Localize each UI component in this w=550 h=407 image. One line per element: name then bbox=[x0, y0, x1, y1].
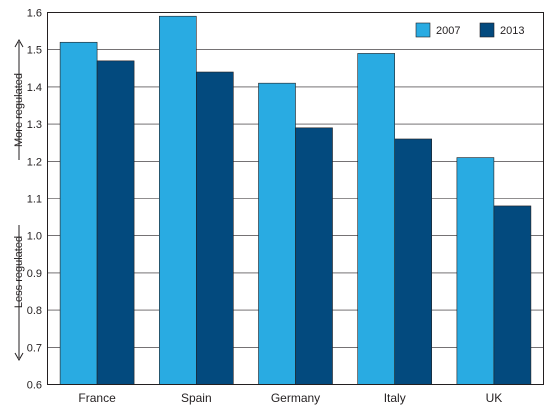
bar-spain-2013 bbox=[196, 71, 234, 385]
x-category-label: France bbox=[78, 391, 116, 405]
legend-label-2007: 2007 bbox=[436, 25, 460, 37]
bar-france-2013 bbox=[96, 60, 135, 385]
bar-spain-2007 bbox=[159, 15, 197, 385]
bar-italy-2007 bbox=[357, 53, 396, 385]
legend-swatch-2007 bbox=[415, 22, 431, 38]
y-tick-label: 0.8 bbox=[27, 305, 42, 317]
y-axis-ticks: 0.6 0.7 0.8 0.9 1.0 1.1 1.2 1.3 1.4 1.5 1.6 bbox=[27, 8, 42, 392]
y-tick-label: 1.1 bbox=[27, 194, 42, 206]
y-tick-label: 0.9 bbox=[27, 268, 42, 280]
y-tick-label: 0.7 bbox=[27, 342, 42, 354]
bar-uk-2007 bbox=[456, 157, 495, 385]
x-axis-categories: France Spain Germany Italy UK bbox=[78, 391, 502, 405]
x-category-label: UK bbox=[486, 391, 503, 405]
legend-swatch-2013 bbox=[479, 22, 495, 38]
y-tick-label: 0.6 bbox=[27, 380, 42, 392]
x-category-label: Italy bbox=[384, 391, 406, 405]
bar-germany-2007 bbox=[258, 82, 296, 385]
bars bbox=[59, 15, 532, 385]
y-tick-label: 1.0 bbox=[27, 231, 42, 243]
down-arrow-head-icon bbox=[14, 352, 24, 362]
y-tick-label: 1.2 bbox=[27, 156, 42, 168]
up-arrow-head-icon bbox=[14, 38, 24, 48]
bar-uk-2013 bbox=[493, 205, 532, 385]
x-category-label: Spain bbox=[181, 391, 212, 405]
y-axis-annotation: More regulated Less regulated bbox=[13, 38, 25, 362]
y-tick-label: 1.4 bbox=[27, 82, 42, 94]
bar-italy-2013 bbox=[394, 138, 433, 385]
legend-label-2013: 2013 bbox=[500, 25, 524, 37]
y-tick-label: 1.5 bbox=[27, 45, 42, 57]
plot-frame bbox=[47, 12, 544, 385]
x-category-label: Germany bbox=[271, 391, 320, 405]
y-tick-label: 1.3 bbox=[27, 119, 42, 131]
bar-france-2007 bbox=[59, 41, 98, 385]
bar-germany-2013 bbox=[295, 127, 333, 385]
legend: 2007 2013 bbox=[415, 22, 524, 38]
y-tick-label: 1.6 bbox=[27, 8, 42, 20]
